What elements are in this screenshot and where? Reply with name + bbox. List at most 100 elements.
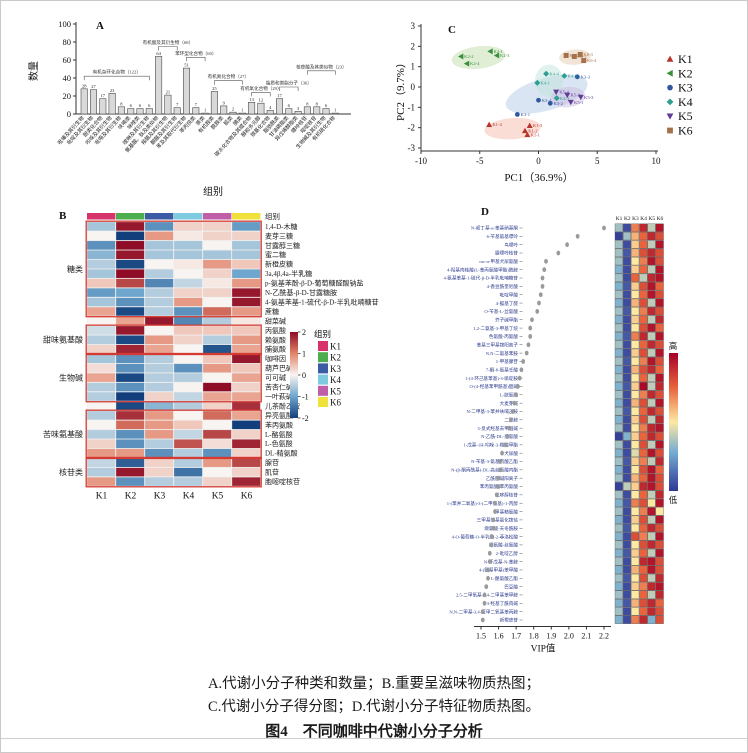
- heatmap-cell: [202, 250, 232, 260]
- vip-dot: [519, 367, 524, 373]
- heatmap-cell: [647, 490, 656, 499]
- vip-row-label: rac-α-甲基犬尿氨酸: [479, 258, 518, 265]
- heatmap-cell: [639, 582, 648, 591]
- heatmap-cell: [86, 391, 116, 402]
- heatmap-cell: [639, 465, 648, 474]
- heatmap-cell: [144, 448, 174, 458]
- heatmap-cell: [173, 373, 203, 383]
- bar: [294, 111, 302, 115]
- svg-text:0: 0: [411, 82, 416, 92]
- vip-dot: [491, 525, 496, 531]
- figure-caption: A.代谢小分子种类和数量；B.重要呈滋味物质热图； C.代谢小分子得分图；D.代…: [1, 673, 747, 744]
- svg-text:-2: -2: [408, 123, 416, 133]
- heatmap-cell: [115, 269, 145, 279]
- vip-row-label: 4-胍基丁醛: [496, 300, 519, 307]
- vip-dot: [482, 600, 487, 606]
- point-label: K2-3: [500, 53, 510, 58]
- svg-text:-1: -1: [302, 393, 309, 402]
- heatmap-cell: [655, 231, 664, 241]
- heatmap-cell: [614, 407, 623, 416]
- heatmap-cell: [631, 298, 640, 307]
- vip-row-label: 4-(氨基甲基)苯甲酸: [479, 567, 518, 574]
- heatmap-cell: [173, 458, 203, 468]
- feature-heatmap: [614, 223, 664, 624]
- svg-text:0: 0: [67, 109, 71, 119]
- bar: [155, 56, 163, 115]
- svg-text:8: 8: [306, 101, 309, 106]
- heatmap-cell: [655, 507, 664, 516]
- vip-dot: [544, 258, 548, 264]
- heatmap-cell: [173, 231, 203, 241]
- category-label: 苦味氨基酸: [43, 429, 83, 439]
- heatmap-cell: [614, 457, 623, 466]
- heatmap-cell: [622, 540, 632, 549]
- heatmap-cell: [631, 248, 640, 257]
- vip-dot: [528, 334, 533, 339]
- category-label: 糖类: [67, 264, 83, 274]
- vip-dot: [537, 300, 541, 306]
- group-strip-cell: [145, 213, 174, 220]
- heatmap-cell: [622, 557, 632, 566]
- heatmap-cell: [655, 332, 664, 341]
- heatmap-cell: [647, 582, 656, 591]
- row-label: DL-精氨酸: [265, 449, 298, 458]
- svg-text:8: 8: [316, 101, 319, 106]
- heatmap-cell: [622, 390, 632, 399]
- row-label: 咖啡因: [265, 354, 286, 363]
- vip-dot: [487, 559, 492, 564]
- heatmap-cell: [639, 340, 648, 349]
- heatmap-cell: [647, 523, 656, 533]
- vip-row-label: 巴豆酸: [504, 583, 518, 590]
- heatmap-cell: [639, 282, 648, 291]
- heatmap-cell: [631, 582, 640, 591]
- heatmap-cell: [115, 363, 145, 373]
- vip-row-label: 甲基精氨酸: [495, 508, 518, 515]
- heatmap-cell: [614, 273, 623, 282]
- heatmap-cell: [173, 344, 203, 354]
- heatmap-cell: [655, 423, 664, 433]
- heatmap-cell: [639, 540, 648, 549]
- svg-text:23: 23: [110, 88, 115, 93]
- heatmap-cell: [231, 259, 261, 269]
- vip-row-label: 3-羟基丁酰肉碱: [487, 600, 519, 607]
- heatmap-cell: [614, 348, 623, 357]
- heatmap-cell: [647, 415, 656, 424]
- heatmap-cell: [202, 288, 232, 298]
- heatmap-cell: [614, 315, 623, 324]
- heatmap-cell: [639, 323, 648, 332]
- heatmap-cell: [144, 316, 174, 326]
- heatmap-cell: [622, 265, 632, 274]
- heatmap-cell: [631, 223, 640, 232]
- heatmap-cell: [614, 465, 623, 474]
- heatmap-cell: [144, 467, 174, 477]
- row-label: 甜菜碱: [265, 316, 286, 325]
- heatmap-cell: [655, 382, 664, 391]
- row-label: 肌苷: [265, 468, 279, 477]
- heatmap-cell: [622, 365, 632, 374]
- vip-dot: [493, 500, 497, 506]
- svg-text:-2: -2: [302, 414, 309, 423]
- svg-text:3: 3: [297, 106, 300, 111]
- heatmap-cell: [115, 467, 145, 477]
- svg-text:21: 21: [166, 90, 171, 95]
- heatmap-cell: [639, 390, 648, 399]
- heatmap-cell: [631, 307, 640, 316]
- heatmap-cell: [144, 439, 174, 449]
- heatmap-cell: [631, 598, 640, 608]
- heatmap-cell: [231, 221, 261, 232]
- scatter-points: K1-4 K1-3K1-2K1-1 K2-2 K2-1K2-3 K2-4 K3-3 K3-4…: [457, 48, 597, 137]
- vip-row-label: N-苄基-3-氨基丙酸乙酯: [471, 458, 518, 465]
- heatmap-cell: [622, 507, 632, 516]
- panel-a-letter: A: [96, 20, 104, 32]
- row-label: 脯氨酸: [265, 345, 286, 354]
- heatmap-cell: [144, 325, 174, 335]
- heatmap-cell: [622, 465, 632, 474]
- heatmap-cell: [173, 420, 203, 430]
- heatmap-cell: [647, 457, 656, 466]
- heatmap-cell: [622, 490, 632, 499]
- heatmap-cell: [173, 325, 203, 335]
- vip-row-label: N-叔丁基-α-苯基硝基酮: [471, 225, 518, 232]
- heatmap-cell: [647, 357, 656, 366]
- legend-label: K6: [330, 398, 341, 408]
- heat-column-label: K1: [616, 216, 623, 222]
